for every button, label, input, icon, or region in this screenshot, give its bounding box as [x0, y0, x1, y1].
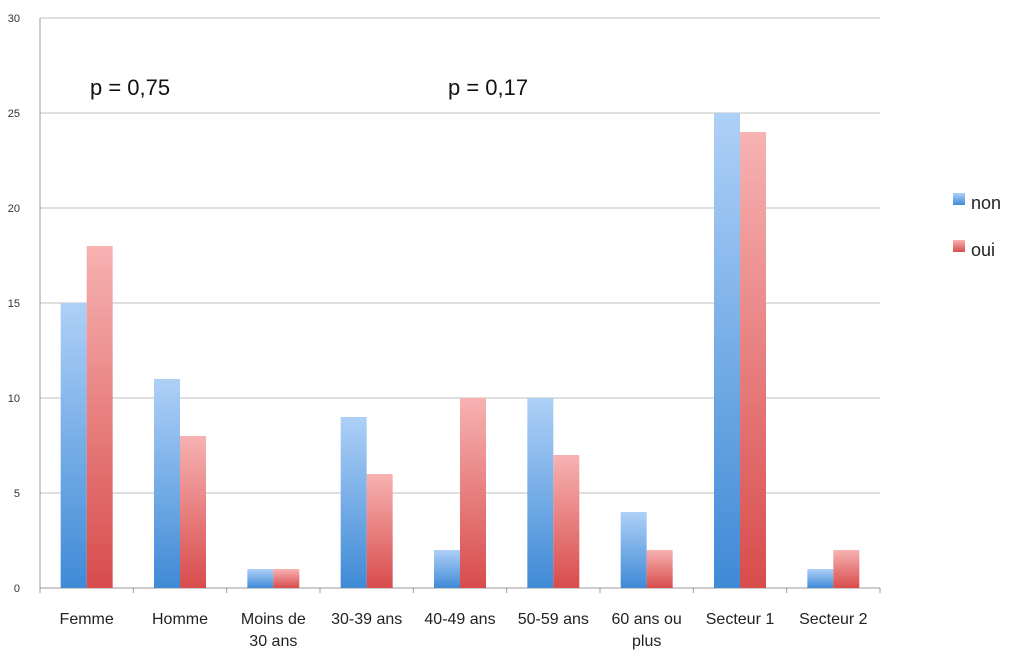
- y-tick-label-25: 25: [8, 108, 20, 120]
- x-tick-label-7: Secteur 1: [706, 611, 775, 628]
- x-tick-label-1: Homme: [152, 611, 208, 628]
- y-tick-label-0: 0: [14, 583, 20, 595]
- x-tick-label-6: 60 ans ou plus: [612, 611, 682, 650]
- y-tick-label-10: 10: [8, 393, 20, 405]
- y-tick-labels: 0 5 10 15 20 25 30: [8, 13, 20, 595]
- x-tick-label-2: Moins de 30 ans: [241, 611, 306, 650]
- annotation-p-value-age: p = 0,17: [448, 75, 528, 100]
- category-labels: Femme Homme Moins de 30 ans 30-39 ans 40-49 a…: [60, 611, 868, 650]
- y-tick-label-5: 5: [14, 488, 20, 500]
- bar-non-5: [527, 398, 554, 588]
- legend-label-non: non: [971, 193, 1001, 213]
- bar-non-7: [714, 113, 740, 588]
- annotation-p-value-sex: p = 0,75: [90, 75, 170, 100]
- annotations: p = 0,75 p = 0,17: [90, 75, 528, 100]
- bar-non-0: [60, 303, 87, 588]
- x-tick-label-5: 50-59 ans: [518, 611, 589, 628]
- bar-oui-3: [366, 474, 393, 588]
- bar-non-1: [154, 379, 180, 588]
- bar-non-4: [434, 550, 460, 588]
- legend: non oui: [953, 193, 1001, 260]
- bar-oui-4: [460, 398, 486, 588]
- bar-oui-5: [553, 455, 580, 588]
- x-tick-label-4: 40-49 ans: [424, 611, 495, 628]
- bar-non-3: [340, 417, 367, 588]
- y-tick-label-15: 15: [8, 298, 20, 310]
- bar-non-2: [247, 569, 274, 588]
- legend-swatch-oui: [953, 240, 965, 252]
- x-tick-label-8: Secteur 2: [799, 611, 868, 628]
- bar-oui-7: [740, 132, 766, 588]
- y-tick-label-20: 20: [8, 203, 20, 215]
- bars: [60, 113, 860, 588]
- bar-oui-8: [833, 550, 860, 588]
- bar-non-8: [807, 569, 834, 588]
- x-tick-label-0: Femme: [60, 611, 114, 628]
- x-tick-label-3: 30-39 ans: [331, 611, 402, 628]
- y-tick-label-30: 30: [8, 13, 20, 25]
- bar-oui-6: [646, 550, 673, 588]
- bar-oui-2: [273, 569, 300, 588]
- legend-label-oui: oui: [971, 240, 995, 260]
- bar-oui-1: [180, 436, 206, 588]
- legend-swatch-non: [953, 193, 965, 205]
- bar-non-6: [620, 512, 647, 588]
- bar-oui-0: [86, 246, 113, 588]
